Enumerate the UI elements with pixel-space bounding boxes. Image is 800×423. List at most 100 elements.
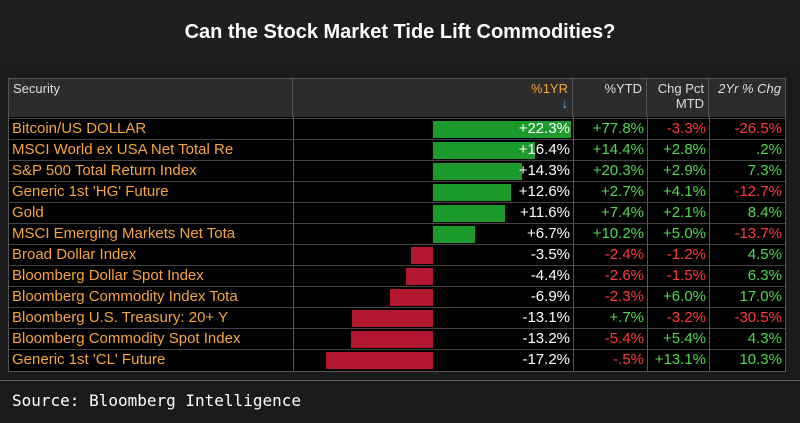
header-2yr[interactable]: 2Yr % Chg <box>709 79 785 117</box>
value-ytd: +10.2% <box>592 225 644 242</box>
value-ytd: +14.4% <box>592 141 644 158</box>
value-1yr: -6.9% <box>530 288 570 305</box>
table-row[interactable]: Bitcoin/US DOLLAR +22.3% +77.8% -3.3% -26.5% <box>9 118 785 139</box>
value-2yr: -26.5% <box>734 120 782 137</box>
column-divider <box>573 117 574 371</box>
header-mtd-line1: Chg Pct <box>657 81 704 96</box>
value-1yr: -4.4% <box>530 267 570 284</box>
bar-1yr <box>433 142 535 159</box>
table-row[interactable]: Bloomberg Dollar Spot Index -4.4% -2.6% -1.… <box>9 265 785 286</box>
bar-1yr <box>326 352 433 369</box>
security-name: Bitcoin/US DOLLAR <box>12 120 147 137</box>
table-row[interactable]: MSCI World ex USA Net Total Re +16.4% +14.… <box>9 139 785 160</box>
bar-1yr <box>433 226 475 243</box>
header-security[interactable]: Security <box>9 79 293 117</box>
value-ytd: +2.7% <box>601 183 644 200</box>
value-ytd: +77.8% <box>592 120 644 137</box>
security-name: MSCI Emerging Markets Net Tota <box>12 225 236 242</box>
value-ytd: -2.3% <box>604 288 644 305</box>
value-1yr: +22.3% <box>518 120 570 137</box>
value-1yr: +6.7% <box>527 225 570 242</box>
value-1yr: -13.2% <box>522 330 570 347</box>
security-name: Gold <box>12 204 44 221</box>
value-mtd: -1.2% <box>666 246 706 263</box>
value-2yr: 6.3% <box>747 267 782 284</box>
value-ytd: -2.4% <box>604 246 644 263</box>
value-2yr: 8.4% <box>747 204 782 221</box>
value-mtd: -3.2% <box>666 309 706 326</box>
value-ytd: +20.3% <box>592 162 644 179</box>
bar-1yr <box>433 205 505 222</box>
value-mtd: +13.1% <box>654 351 706 368</box>
header-1yr-label: %1YR <box>531 81 568 96</box>
value-1yr: -3.5% <box>530 246 570 263</box>
value-ytd: -.5% <box>613 351 644 368</box>
bar-1yr <box>351 331 433 348</box>
value-1yr: +12.6% <box>518 183 570 200</box>
table-row[interactable]: MSCI Emerging Markets Net Tota +6.7% +10.2… <box>9 223 785 244</box>
table-row[interactable]: Generic 1st 'HG' Future +12.6% +2.7% +4.1% -… <box>9 181 785 202</box>
value-mtd: +6.0% <box>663 288 706 305</box>
column-divider <box>647 117 648 371</box>
securities-table: Security %1YR ↓ %YTD Chg Pct MTD 2Yr % C… <box>8 78 786 372</box>
value-ytd: -5.4% <box>604 330 644 347</box>
value-1yr: +16.4% <box>518 141 570 158</box>
value-2yr: 17.0% <box>739 288 782 305</box>
table-row[interactable]: Bloomberg Commodity Spot Index -13.2% -5.4… <box>9 328 785 349</box>
value-ytd: +.7% <box>609 309 644 326</box>
header-mtd[interactable]: Chg Pct MTD <box>647 79 709 117</box>
table-row[interactable]: Gold +11.6% +7.4% +2.1% 8.4% <box>9 202 785 223</box>
value-mtd: +5.4% <box>663 330 706 347</box>
bar-1yr <box>433 121 572 138</box>
value-mtd: -3.3% <box>666 120 706 137</box>
security-name: Generic 1st 'CL' Future <box>12 351 166 368</box>
security-name: MSCI World ex USA Net Total Re <box>12 141 234 158</box>
value-1yr: -17.2% <box>522 351 570 368</box>
value-mtd: +2.9% <box>663 162 706 179</box>
security-name: Broad Dollar Index <box>12 246 137 263</box>
security-name: Bloomberg Commodity Spot Index <box>12 330 241 347</box>
security-name: Generic 1st 'HG' Future <box>12 183 169 200</box>
header-ytd[interactable]: %YTD <box>573 79 647 117</box>
value-2yr: -12.7% <box>734 183 782 200</box>
table-row[interactable]: Generic 1st 'CL' Future -17.2% -.5% +13.1% 1… <box>9 349 785 370</box>
column-divider <box>709 117 710 371</box>
value-mtd: +2.1% <box>663 204 706 221</box>
value-mtd: -1.5% <box>666 267 706 284</box>
table-row[interactable]: Bloomberg U.S. Treasury: 20+ Y -13.1% +.7%… <box>9 307 785 328</box>
security-name: Bloomberg Dollar Spot Index <box>12 267 204 284</box>
bar-1yr <box>405 268 433 285</box>
value-ytd: -2.6% <box>604 267 644 284</box>
table-row[interactable]: Bloomberg Commodity Index Tota -6.9% -2.3%… <box>9 286 785 307</box>
value-2yr: .2% <box>756 141 782 158</box>
value-mtd: +5.0% <box>663 225 706 242</box>
security-name: S&P 500 Total Return Index <box>12 162 197 179</box>
security-name: Bloomberg U.S. Treasury: 20+ Y <box>12 309 229 326</box>
value-2yr: 7.3% <box>747 162 782 179</box>
bar-1yr <box>411 247 433 264</box>
bar-1yr <box>433 163 522 180</box>
value-2yr: -30.5% <box>734 309 782 326</box>
column-divider <box>293 117 294 371</box>
value-2yr: 4.5% <box>747 246 782 263</box>
value-2yr: 10.3% <box>739 351 782 368</box>
bar-1yr <box>433 184 512 201</box>
value-mtd: +4.1% <box>663 183 706 200</box>
table-row[interactable]: S&P 500 Total Return Index +14.3% +20.3% +2… <box>9 160 785 181</box>
value-2yr: 4.3% <box>747 330 782 347</box>
source-note: Source: Bloomberg Intelligence <box>0 380 800 423</box>
value-2yr: -13.7% <box>734 225 782 242</box>
value-mtd: +2.8% <box>663 141 706 158</box>
value-1yr: +14.3% <box>518 162 570 179</box>
value-1yr: -13.1% <box>522 309 570 326</box>
security-name: Bloomberg Commodity Index Tota <box>12 288 238 305</box>
bar-1yr <box>351 310 433 327</box>
header-mtd-line2: MTD <box>675 96 704 111</box>
page-title: Can the Stock Market Tide Lift Commoditi… <box>0 0 800 64</box>
table-row[interactable]: Broad Dollar Index -3.5% -2.4% -1.2% 4.5% <box>9 244 785 265</box>
bar-1yr <box>390 289 433 306</box>
sort-down-icon: ↓ <box>561 96 569 111</box>
value-1yr: +11.6% <box>519 204 570 221</box>
value-ytd: +7.4% <box>601 204 644 221</box>
header-1yr[interactable]: %1YR ↓ <box>293 79 573 117</box>
